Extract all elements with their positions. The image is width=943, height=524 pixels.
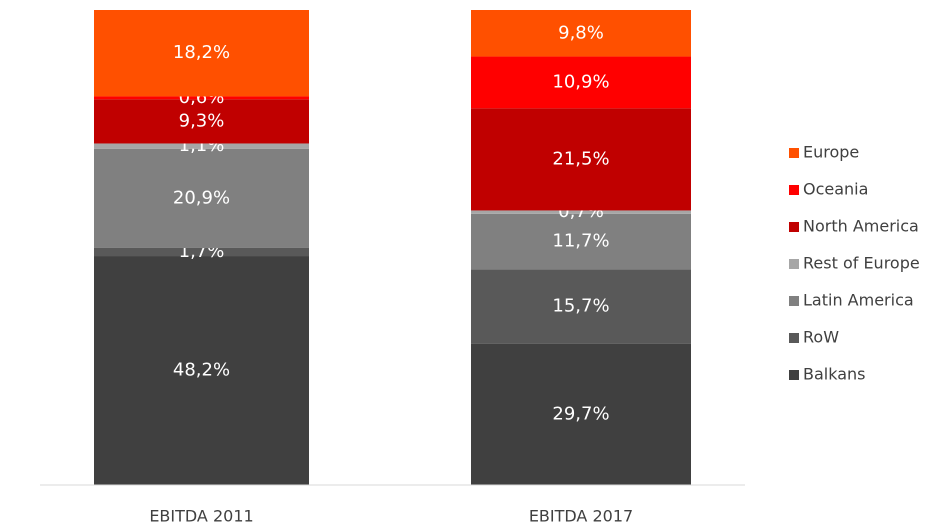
x-tick-label: EBITDA 2011: [149, 507, 253, 524]
bar-segment: [471, 343, 691, 485]
bar-segment: [94, 99, 309, 144]
legend-swatch: [789, 259, 799, 269]
legend-label: RoW: [803, 328, 839, 347]
legend-label: North America: [803, 217, 919, 236]
bar-segment: [94, 10, 309, 97]
data-label: 18,2%: [173, 42, 230, 63]
legend-swatch: [789, 296, 799, 306]
data-label: 20,9%: [173, 187, 230, 208]
legend-swatch: [789, 148, 799, 158]
bar-segment: [94, 148, 309, 248]
data-label: 10,9%: [552, 71, 609, 92]
legend-label: Rest of Europe: [803, 254, 920, 273]
x-tick-label: EBITDA 2017: [529, 507, 633, 524]
data-label: 15,7%: [552, 296, 609, 317]
legend-label: Europe: [803, 143, 859, 162]
bar-segment: [94, 143, 309, 149]
legend-label: Oceania: [803, 180, 868, 199]
bar-segment: [471, 213, 691, 270]
data-label: 11,7%: [552, 231, 609, 252]
bar-segment: [471, 210, 691, 214]
bar-segment: [471, 108, 691, 211]
data-label: 48,2%: [173, 360, 230, 381]
legend-swatch: [789, 370, 799, 380]
bar-segment: [94, 256, 309, 485]
data-label: 9,8%: [558, 22, 604, 43]
legend-swatch: [789, 333, 799, 343]
bar-segment: [471, 10, 691, 57]
data-label: 29,7%: [552, 403, 609, 424]
bar-segment: [94, 247, 309, 257]
data-label: 9,3%: [179, 110, 225, 131]
bar-segment: [471, 269, 691, 344]
legend-label: Balkans: [803, 365, 866, 384]
legend-swatch: [789, 185, 799, 195]
bar-segment: [471, 56, 691, 109]
bar-segment: [94, 96, 309, 100]
data-label: 21,5%: [552, 148, 609, 169]
legend-swatch: [789, 222, 799, 232]
legend-label: Latin America: [803, 291, 914, 310]
